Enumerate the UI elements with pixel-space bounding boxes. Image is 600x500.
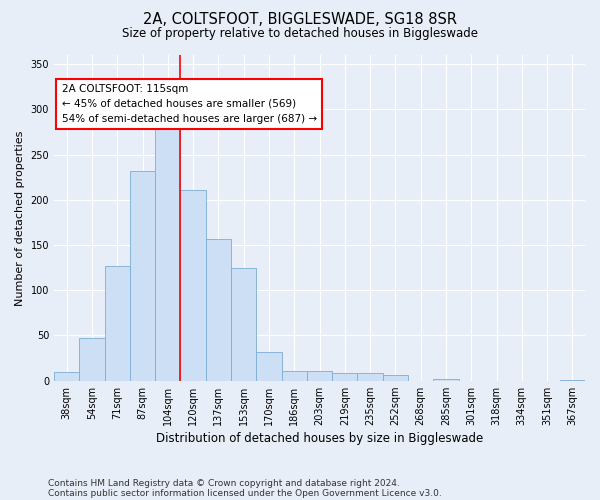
Bar — [181, 190, 206, 380]
Bar — [155, 124, 181, 380]
Bar — [130, 171, 155, 380]
Text: Contains public sector information licensed under the Open Government Licence v3: Contains public sector information licen… — [48, 488, 442, 498]
Bar — [307, 370, 332, 380]
Text: 2A COLTSFOOT: 115sqm
← 45% of detached houses are smaller (569)
54% of semi-deta: 2A COLTSFOOT: 115sqm ← 45% of detached h… — [62, 84, 317, 124]
X-axis label: Distribution of detached houses by size in Biggleswade: Distribution of detached houses by size … — [156, 432, 483, 445]
Bar — [281, 370, 307, 380]
Text: Contains HM Land Registry data © Crown copyright and database right 2024.: Contains HM Land Registry data © Crown c… — [48, 478, 400, 488]
Bar — [54, 372, 79, 380]
Bar — [256, 352, 281, 380]
Text: Size of property relative to detached houses in Biggleswade: Size of property relative to detached ho… — [122, 28, 478, 40]
Bar — [358, 374, 383, 380]
Bar — [104, 266, 130, 380]
Text: 2A, COLTSFOOT, BIGGLESWADE, SG18 8SR: 2A, COLTSFOOT, BIGGLESWADE, SG18 8SR — [143, 12, 457, 28]
Bar — [79, 338, 104, 380]
Bar — [206, 238, 231, 380]
Bar — [383, 376, 408, 380]
Y-axis label: Number of detached properties: Number of detached properties — [15, 130, 25, 306]
Bar — [231, 268, 256, 380]
Bar — [433, 379, 458, 380]
Bar — [332, 372, 358, 380]
